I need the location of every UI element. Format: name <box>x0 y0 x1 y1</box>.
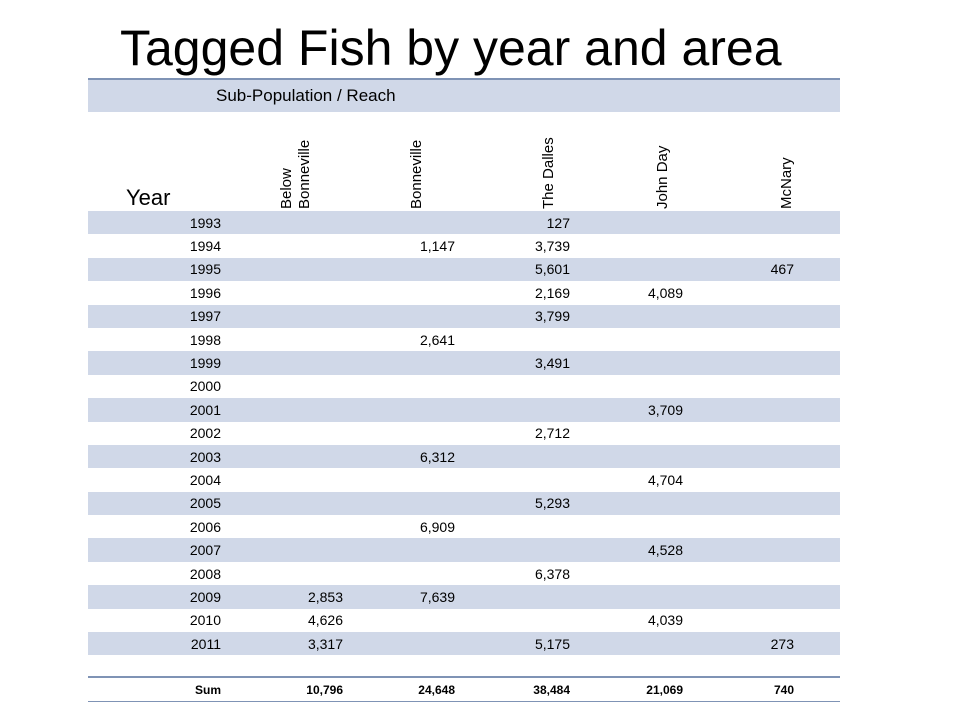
sum-row: Sum 10,796 24,648 38,484 21,069 740 <box>88 678 840 702</box>
table-row: 2011 3,317 5,175 273 <box>88 632 840 656</box>
year-cell: 2011 <box>190 635 221 652</box>
value-cell: 2,169 <box>534 284 570 301</box>
value-cell: 6,312 <box>419 448 455 465</box>
table-row: 2009 2,853 7,639 <box>88 585 840 609</box>
value-cell: 273 <box>770 635 794 652</box>
table-row: 2003 6,312 <box>88 444 840 469</box>
year-cell: 2001 <box>189 401 221 418</box>
year-cell: 1996 <box>189 284 221 301</box>
year-cell: 2009 <box>189 588 221 605</box>
value-cell: 2,853 <box>307 588 343 605</box>
table-row: 2007 4,528 <box>88 538 840 562</box>
value-cell: 4,039 <box>647 612 683 629</box>
year-cell: 2004 <box>189 471 221 488</box>
sum-cell: 10,796 <box>306 682 343 697</box>
value-cell: 6,378 <box>534 565 570 582</box>
year-cell: 2006 <box>189 518 221 535</box>
year-cell: 2003 <box>189 448 221 465</box>
tagged-fish-table: Sub-Population / Reach Year Below Bonnev… <box>88 80 840 703</box>
slide-title: Tagged Fish by year and area <box>120 20 782 76</box>
sum-cell: 24,648 <box>418 682 455 697</box>
year-cell: 1999 <box>189 355 221 372</box>
table-row: 1996 2,169 4,089 <box>88 281 840 304</box>
sum-bottom-rule <box>88 701 840 703</box>
value-cell: 2,641 <box>419 331 455 348</box>
year-cell: 2007 <box>189 542 221 559</box>
value-cell: 3,317 <box>307 635 343 652</box>
sum-cell: 740 <box>773 682 794 697</box>
column-header-mcnary: McNary <box>778 157 795 209</box>
value-cell: 127 <box>546 214 570 231</box>
value-cell: 4,089 <box>647 284 683 301</box>
column-header-below-bonneville: Below Bonneville <box>278 139 313 209</box>
year-cell: 2005 <box>189 495 221 512</box>
table-row: 1997 3,799 <box>88 304 840 328</box>
table-row: 1998 2,641 <box>88 328 840 351</box>
year-cell: 1993 <box>189 214 221 231</box>
value-cell: 5,175 <box>534 635 570 652</box>
value-cell: 7,639 <box>419 588 455 605</box>
value-cell: 4,626 <box>307 612 343 629</box>
table-row: 2005 5,293 <box>88 491 840 516</box>
table-row: 2002 2,712 <box>88 422 840 445</box>
column-header-bonneville: Bonneville <box>408 139 425 209</box>
value-cell: 3,739 <box>534 238 570 255</box>
year-cell: 2002 <box>189 425 221 442</box>
value-cell: 5,601 <box>534 261 570 278</box>
column-header-the-dalles: The Dalles <box>540 137 557 209</box>
value-cell: 6,909 <box>419 518 455 535</box>
table-row: 2008 6,378 <box>88 562 840 585</box>
sum-top-rule <box>88 676 840 679</box>
spacer-row <box>88 655 840 677</box>
table-row: 1993 127 <box>88 211 840 235</box>
year-cell: 1994 <box>189 238 221 255</box>
column-header-row: Year Below Bonneville Bonneville The Dal… <box>88 112 840 211</box>
value-cell: 1,147 <box>419 238 455 255</box>
year-header: Year <box>126 185 171 210</box>
value-cell: 4,528 <box>647 542 683 559</box>
value-cell: 467 <box>770 261 794 278</box>
table-row: 1999 3,491 <box>88 351 840 375</box>
year-cell: 2008 <box>189 565 221 582</box>
year-cell: 1997 <box>189 308 221 325</box>
sum-label: Sum <box>194 682 221 697</box>
year-cell: 2000 <box>189 378 221 395</box>
sum-cell: 38,484 <box>533 682 570 697</box>
value-cell: 4,704 <box>647 471 683 488</box>
table-body: 1993 127 1994 1,147 3,739 1995 5,601 467 1996 2,1… <box>88 211 840 656</box>
table-row: 2000 <box>88 375 840 398</box>
table-row: 1995 5,601 467 <box>88 257 840 282</box>
sum-cell: 21,069 <box>646 682 683 697</box>
year-cell: 1998 <box>189 331 221 348</box>
group-header: Sub-Population / Reach <box>216 86 396 105</box>
value-cell: 2,712 <box>534 425 570 442</box>
group-header-row: Sub-Population / Reach <box>88 80 840 112</box>
value-cell: 3,709 <box>647 401 683 418</box>
value-cell: 3,491 <box>534 355 570 372</box>
table-row: 2004 4,704 <box>88 468 840 491</box>
value-cell: 5,293 <box>534 495 570 512</box>
title-underline <box>88 78 840 80</box>
year-cell: 2010 <box>189 612 221 629</box>
column-header-john-day: John Day <box>654 145 671 209</box>
table-row: 2006 6,909 <box>88 515 840 538</box>
year-cell: 1995 <box>189 261 221 278</box>
table-row: 2001 3,709 <box>88 398 840 422</box>
table-row: 1994 1,147 3,739 <box>88 234 840 257</box>
value-cell: 3,799 <box>534 308 570 325</box>
table-row: 2010 4,626 4,039 <box>88 609 840 632</box>
